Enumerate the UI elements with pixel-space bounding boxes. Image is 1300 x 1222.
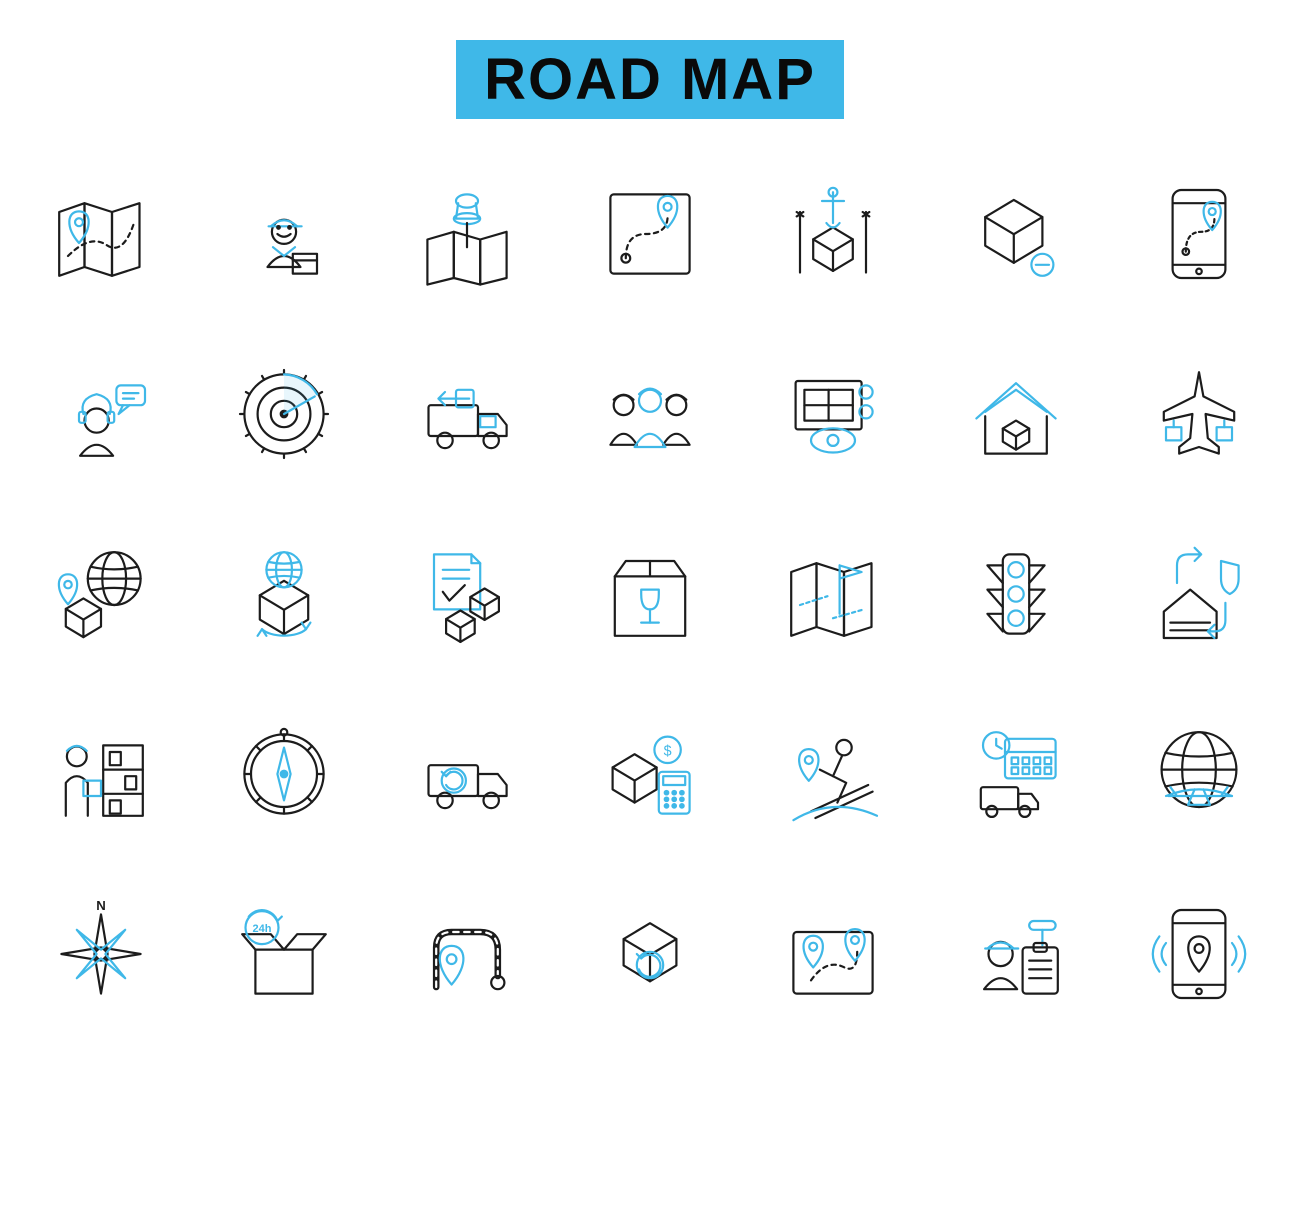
crane-lift-box-icon-svg [778,179,888,289]
radar-target-icon-svg [229,359,339,469]
airplane-drop-icon [1144,359,1254,469]
map-two-pins-icon-svg [778,899,888,1009]
globe-refresh-box-icon [229,539,339,649]
page-title: ROAD MAP [456,40,844,119]
blueprint-view-icon [778,359,888,469]
support-chat-icon [46,359,156,469]
route-pin-path-icon-svg [412,899,522,1009]
route-map-pin-icon [595,179,705,289]
phone-route-pin-icon-svg [1144,179,1254,289]
doc-boxes-check-icon [412,539,522,649]
box-refresh-icon-svg [595,899,705,1009]
svg-text:N: N [97,898,107,913]
crane-lift-box-icon [778,179,888,289]
unbox-24h-icon-svg: 24h [229,899,339,1009]
worker-clipboard-icon-svg [961,899,1071,1009]
map-flag-icon-svg [778,539,888,649]
schedule-truck-icon-svg [961,719,1071,829]
box-calculator-icon: $ [595,719,705,829]
globe-refresh-box-icon-svg [229,539,339,649]
box-refresh-icon [595,899,705,1009]
route-pin-path-icon [412,899,522,1009]
courier-person-icon [229,179,339,289]
radar-target-icon [229,359,339,469]
compass-icon-svg [229,719,339,829]
globe-box-pin-icon-svg [46,539,156,649]
traffic-light-icon [961,539,1071,649]
globe-plane-icon-svg [1144,719,1254,829]
workers-team-icon [595,359,705,469]
blueprint-view-icon-svg [778,359,888,469]
fragile-box-icon [595,539,705,649]
phone-route-pin-icon [1144,179,1254,289]
package-box-icon [961,179,1071,289]
return-truck-icon-svg [412,359,522,469]
icon-set-page: ROAD MAP $ N 24h [0,0,1300,1089]
map-flag-icon [778,539,888,649]
ski-pin-icon [778,719,888,829]
traffic-light-icon-svg [961,539,1071,649]
worker-clipboard-icon [961,899,1071,1009]
map-fold-pin-icon [46,179,156,289]
workers-team-icon-svg [595,359,705,469]
support-chat-icon-svg [46,359,156,469]
home-return-shield-icon-svg [1144,539,1254,649]
package-box-icon-svg [961,179,1071,289]
ski-pin-icon-svg [778,719,888,829]
push-pin-map-icon [412,179,522,289]
route-map-pin-icon-svg [595,179,705,289]
return-truck-icon [412,359,522,469]
title-wrap: ROAD MAP [40,40,1260,119]
refresh-truck-icon [412,719,522,829]
globe-box-pin-icon [46,539,156,649]
house-box-icon [961,359,1071,469]
courier-person-icon-svg [229,179,339,289]
box-calculator-icon-svg: $ [595,719,705,829]
phone-signal-pin-icon-svg [1144,899,1254,1009]
warehouse-worker-icon [46,719,156,829]
fragile-box-icon-svg [595,539,705,649]
compass-icon [229,719,339,829]
schedule-truck-icon [961,719,1071,829]
globe-plane-icon [1144,719,1254,829]
warehouse-worker-icon-svg [46,719,156,829]
doc-boxes-check-icon-svg [412,539,522,649]
compass-rose-icon-svg: N [46,899,156,1009]
unbox-24h-icon: 24h [229,899,339,1009]
compass-rose-icon: N [46,899,156,1009]
svg-text:$: $ [664,743,672,759]
svg-text:24h: 24h [253,923,272,935]
house-box-icon-svg [961,359,1071,469]
map-fold-pin-icon-svg [46,179,156,289]
airplane-drop-icon-svg [1144,359,1254,469]
refresh-truck-icon-svg [412,719,522,829]
map-two-pins-icon [778,899,888,1009]
phone-signal-pin-icon [1144,899,1254,1009]
icon-grid: $ N 24h [40,179,1260,1009]
home-return-shield-icon [1144,539,1254,649]
push-pin-map-icon-svg [412,179,522,289]
